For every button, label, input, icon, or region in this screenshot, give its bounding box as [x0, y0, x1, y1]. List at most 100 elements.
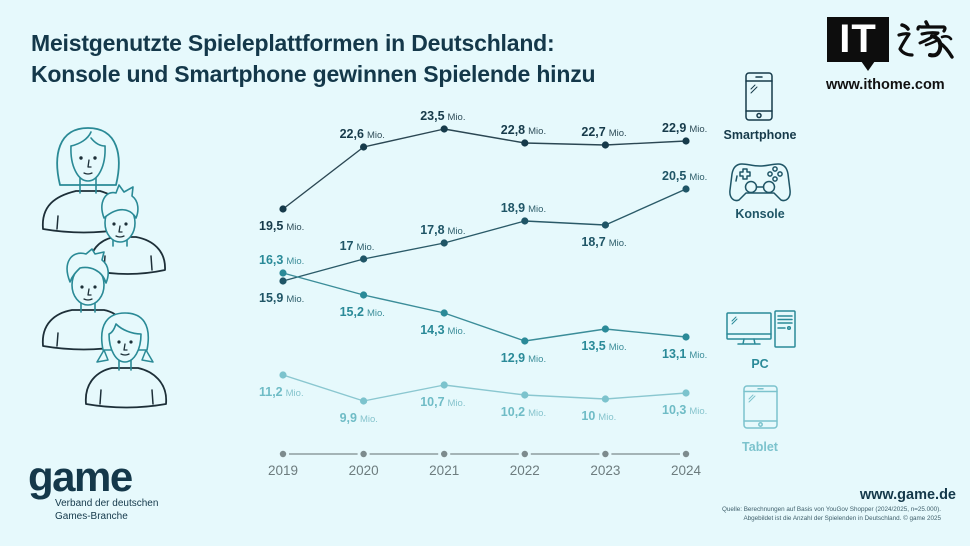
pc-line-segment-2021-2022 — [443, 312, 526, 342]
unit-label: Mio. — [528, 126, 546, 137]
smartphone-icon — [745, 72, 773, 121]
smartphone-line-segment-2022-2023 — [524, 142, 606, 146]
tablet-value-label-2022: 10,2 Mio. — [501, 405, 546, 419]
tablet-line-segment-2022-2023 — [524, 394, 606, 400]
konsole-value-2019: 15,9 — [259, 291, 283, 305]
unit-label: Mio. — [448, 326, 466, 337]
unit-label: Mio. — [448, 112, 466, 123]
tablet-line-segment-2020-2021 — [363, 384, 445, 402]
pc-point-2022 — [521, 337, 529, 345]
smartphone-line-segment-2021-2022 — [444, 128, 525, 144]
x-tick-label-2022: 2022 — [510, 463, 540, 478]
pc-value-label-2021: 14,3 Mio. — [420, 323, 465, 337]
game-logo-subtitle: Verband der deutschen Games-Branche — [55, 497, 158, 523]
game-logo: game — [28, 453, 133, 500]
axis-tick-2019 — [279, 450, 287, 458]
tablet-value-label-2021: 10,7 Mio. — [420, 395, 465, 409]
konsole-line-segment-2021-2022 — [444, 220, 525, 244]
value-labels: 19,5 Mio.22,6 Mio.23,5 Mio.22,8 Mio. 22,7 Mio.… — [259, 109, 707, 425]
unit-label: Mio. — [360, 414, 378, 425]
ithome-logo-box — [827, 17, 889, 62]
tablet-icon — [743, 385, 778, 429]
pc-line-segment-2022-2023 — [524, 328, 606, 342]
pc-line-segment-2019-2020 — [282, 272, 364, 296]
smartphone-point-2024 — [682, 137, 690, 145]
pc-value-2023: 13,5 — [581, 339, 605, 353]
year-axis: 2019 2020 2021 2022 2023 2024 — [268, 450, 702, 478]
ithome-logo-tail — [861, 61, 875, 71]
unit-label: Mio. — [286, 388, 304, 399]
tablet-line-segment-2019-2020 — [282, 374, 364, 402]
pc-value-label-2020: 15,2 Mio. — [340, 305, 385, 319]
website-link[interactable]: www.game.de — [859, 487, 956, 503]
pc-value-2021: 14,3 — [420, 323, 444, 337]
unit-label: Mio. — [528, 354, 546, 365]
axis-tick-2023 — [602, 450, 609, 458]
unit-label: Mio. — [448, 398, 466, 409]
tablet-value-label-2024: 10,3 Mio. — [662, 403, 707, 417]
unit-label: Mio. — [609, 128, 627, 139]
tablet-value-label-2019: 11,2 Mio. — [259, 385, 304, 399]
axis-tick-2021 — [441, 450, 448, 458]
source-line-1: Quelle: Berechnungen auf Basis von YouGo… — [722, 506, 941, 513]
unit-label: Mio. — [609, 342, 627, 353]
pc-value-2020: 15,2 — [340, 305, 364, 319]
konsole-value-2020: 17 — [340, 239, 354, 253]
konsole-value-2023: 18,7 — [581, 235, 605, 249]
unit-label: Mio. — [286, 256, 304, 267]
tablet-point-2022 — [521, 391, 529, 399]
konsole-line-segment-2022-2023 — [524, 220, 606, 226]
smartphone-value-label-2024: 22,9 Mio. — [662, 121, 707, 135]
pc-value-label-2022: 12,9 Mio. — [501, 351, 546, 365]
tablet-value-2020: 9,9 — [340, 411, 357, 425]
pc-value-2024: 13,1 — [662, 347, 686, 361]
ithome-logo-glyph-icon — [897, 20, 954, 59]
tablet-line-segment-2021-2022 — [444, 384, 525, 396]
smartphone-value-2022: 22,8 — [501, 123, 525, 137]
unit-label: Mio. — [286, 294, 304, 305]
axis-tick-2024 — [682, 450, 690, 458]
pc-line-segment-2023-2024 — [605, 328, 687, 338]
unit-label: Mio. — [367, 130, 385, 141]
tablet-point-2024 — [682, 389, 690, 397]
smartphone-value-label-2023: 22,7 Mio. — [581, 125, 626, 139]
smartphone-value-label-2019: 19,5 Mio. — [259, 219, 304, 233]
smartphone-value-2024: 22,9 — [662, 121, 686, 135]
pc-point-2020 — [360, 291, 368, 299]
konsole-point-2019 — [279, 277, 287, 285]
unit-label: Mio. — [528, 204, 546, 215]
tablet-value-2019: 11,2 — [259, 385, 283, 399]
person-woman — [42, 127, 125, 234]
konsole-point-2021 — [440, 239, 448, 247]
tablet-value-label-2023: 10 Mio. — [581, 409, 616, 423]
x-tick-label-2021: 2021 — [429, 463, 459, 478]
konsole-value-label-2020: 17 Mio. — [340, 239, 375, 253]
x-tick-label-2019: 2019 — [268, 463, 298, 478]
konsole-value-label-2021: 17,8 Mio. — [420, 223, 465, 237]
smartphone-point-2019 — [279, 205, 287, 213]
smartphone-point-2022 — [521, 139, 529, 147]
pc-value-label-2023: 13,5 Mio. — [581, 339, 626, 353]
smartphone-line-segment-2020-2021 — [363, 128, 445, 148]
pc-line-segment-2020-2021 — [363, 294, 445, 314]
unit-label: Mio. — [689, 350, 707, 361]
tablet-value-2022: 10,2 — [501, 405, 525, 419]
unit-label: Mio. — [689, 172, 707, 183]
smartphone-value-2023: 22,7 — [581, 125, 605, 139]
konsole-line-segment-2020-2021 — [363, 242, 445, 260]
series-lines — [282, 128, 687, 402]
person-girl — [85, 312, 167, 409]
konsole-point-2022 — [521, 217, 529, 225]
x-tick-label-2024: 2024 — [671, 463, 702, 478]
page-title: Meistgenutzte Spieleplattformen in Deuts… — [31, 28, 596, 90]
tablet-line-segment-2023-2024 — [605, 392, 687, 400]
ithome-logo-text: IT — [839, 17, 877, 61]
tablet-point-2019 — [279, 371, 287, 379]
pc-point-2021 — [440, 309, 448, 317]
pc-value-label-2019: 16,3 Mio. — [259, 253, 304, 267]
konsole-point-2020 — [360, 255, 368, 263]
pc-value-2019: 16,3 — [259, 253, 283, 267]
tablet-value-2024: 10,3 — [662, 403, 686, 417]
title-line-1: Meistgenutzte Spieleplattformen in Deuts… — [31, 30, 555, 56]
series-points — [279, 125, 690, 405]
